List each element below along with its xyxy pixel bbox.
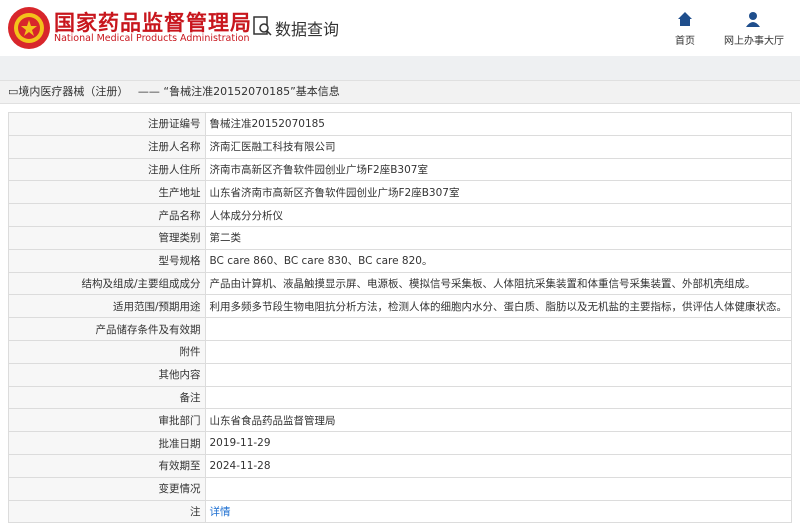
table-row: 适用范围/预期用途 利用多频多节段生物电阻抗分析方法，检测人体的细胞内水分、蛋白质…: [8, 294, 792, 319]
table-row: 审批部门 山东省食品药品监督管理局: [8, 408, 792, 433]
breadcrumb-separator: ——: [137, 85, 160, 98]
field-value: [204, 476, 792, 501]
site-subtitle: National Medical Products Administration: [54, 33, 250, 44]
field-value: [204, 385, 792, 410]
field-label: 产品储存条件及有效期: [8, 317, 206, 341]
nav-home[interactable]: 首页: [675, 36, 695, 47]
field-label: 管理类别: [8, 225, 206, 250]
field-value: 山东省济南市高新区齐鲁软件园创业广场F2座B307室: [204, 180, 792, 205]
emblem: [8, 7, 50, 49]
table-row: 附件: [8, 339, 792, 364]
field-text: 济南市高新区齐鲁软件园创业广场F2座B307室: [209, 163, 428, 176]
field-label: 批准日期: [8, 431, 206, 455]
field-value: [204, 362, 792, 387]
field-label: 变更情况: [8, 476, 206, 501]
field-text: BC care 860、BC care 830、BC care 820。: [209, 255, 433, 268]
detail-link[interactable]: 详情: [209, 505, 231, 518]
table-row: 管理类别 第二类: [8, 225, 792, 250]
field-value: 山东省食品药品监督管理局: [204, 408, 792, 433]
user-icon[interactable]: [745, 11, 761, 27]
table-row: 产品名称 人体成分分析仪: [8, 203, 792, 227]
field-value: 利用多频多节段生物电阻抗分析方法，检测人体的细胞内水分、蛋白质、脂肪以及无机盐的…: [204, 294, 792, 319]
field-label: 备注: [8, 385, 206, 410]
nav-hall[interactable]: 网上办事大厅: [724, 36, 784, 47]
table-row: 生产地址 山东省济南市高新区齐鲁软件园创业广场F2座B307室: [8, 180, 792, 205]
table-row: 变更情况: [8, 476, 792, 501]
field-value: 济南市高新区齐鲁软件园创业广场F2座B307室: [204, 157, 792, 182]
field-label: 生产地址: [8, 180, 206, 205]
field-label: 注: [8, 499, 206, 524]
field-text: 第二类: [209, 232, 242, 245]
table-row: 备注: [8, 385, 792, 410]
field-value: BC care 860、BC care 830、BC care 820。: [204, 248, 792, 273]
field-label: 注册人名称: [8, 134, 206, 159]
field-value: 鲁械注准20152070185: [204, 112, 792, 136]
field-text: 济南汇医融工科技有限公司: [209, 141, 336, 154]
field-label: 其他内容: [8, 362, 206, 387]
field-label: 审批部门: [8, 408, 206, 433]
field-label: 结构及组成/主要组成成分: [8, 271, 206, 296]
field-label: 附件: [8, 339, 206, 364]
table-row: 产品储存条件及有效期: [8, 317, 792, 341]
section-title: 数据查询: [275, 20, 340, 39]
home-icon[interactable]: [677, 11, 693, 27]
table-row: 其他内容: [8, 362, 792, 387]
table-row: 型号规格 BC care 860、BC care 830、BC care 820。: [8, 248, 792, 273]
field-value: 济南汇医融工科技有限公司: [204, 134, 792, 159]
table-row: 有效期至 2024-11-28: [8, 453, 792, 478]
field-text: 山东省食品药品监督管理局: [209, 414, 336, 427]
field-text: 2019-11-29: [209, 437, 271, 450]
table-row: 注册人住所 济南市高新区齐鲁软件园创业广场F2座B307室: [8, 157, 792, 182]
field-label: 有效期至: [8, 453, 206, 478]
field-label: 产品名称: [8, 203, 206, 227]
site-title: 国家药品监督管理局: [54, 11, 252, 35]
field-value: 人体成分分析仪: [204, 203, 792, 227]
table-row: 注册人名称 济南汇医融工科技有限公司: [8, 134, 792, 159]
header: 国家药品监督管理局 National Medical Products Admi…: [0, 0, 800, 56]
table-row: 结构及组成/主要组成成分 产品由计算机、液晶触摸显示屏、电源板、模拟信号采集板、人…: [8, 271, 792, 296]
table-row: 注册证编号 鲁械注准20152070185: [8, 112, 792, 136]
field-value: 第二类: [204, 225, 792, 250]
field-text: 人体成分分析仪: [209, 209, 284, 222]
field-label: 注册人住所: [8, 157, 206, 182]
info-table: 注册证编号 鲁械注准20152070185 注册人名称 济南汇医融工科技有限公司 注册人…: [8, 112, 792, 524]
field-label: 注册证编号: [8, 112, 206, 136]
breadcrumb: ▭境内医疗器械（注册） —— “鲁械注准20152070185”基本信息: [0, 80, 800, 104]
field-value: [204, 339, 792, 364]
field-value: 产品由计算机、液晶触摸显示屏、电源板、模拟信号采集板、人体阻抗采集装置和体重信号…: [204, 271, 792, 296]
field-text: 鲁械注准20152070185: [209, 118, 326, 131]
field-label: 适用范围/预期用途: [8, 294, 206, 319]
field-value: [204, 317, 792, 341]
banner-band: [0, 56, 800, 80]
doc-icon: [253, 16, 272, 36]
field-value: 2024-11-28: [204, 453, 792, 478]
field-text: 2024-11-28: [209, 459, 271, 472]
table-row: 注详情: [8, 499, 792, 524]
field-value: 2019-11-29: [204, 431, 792, 455]
breadcrumb-record: “鲁械注准20152070185”基本信息: [163, 85, 340, 98]
field-text: 山东省济南市高新区齐鲁软件园创业广场F2座B307室: [209, 186, 460, 199]
field-text: 产品由计算机、液晶触摸显示屏、电源板、模拟信号采集板、人体阻抗采集装置和体重信号…: [209, 277, 756, 290]
table-row: 批准日期 2019-11-29: [8, 431, 792, 455]
field-label: 型号规格: [8, 248, 206, 273]
field-text: 利用多频多节段生物电阻抗分析方法，检测人体的细胞内水分、蛋白质、脂肪以及无机盐的…: [209, 300, 788, 313]
field-value: 详情: [204, 499, 792, 524]
breadcrumb-category[interactable]: 境内医疗器械（注册）: [18, 85, 129, 98]
